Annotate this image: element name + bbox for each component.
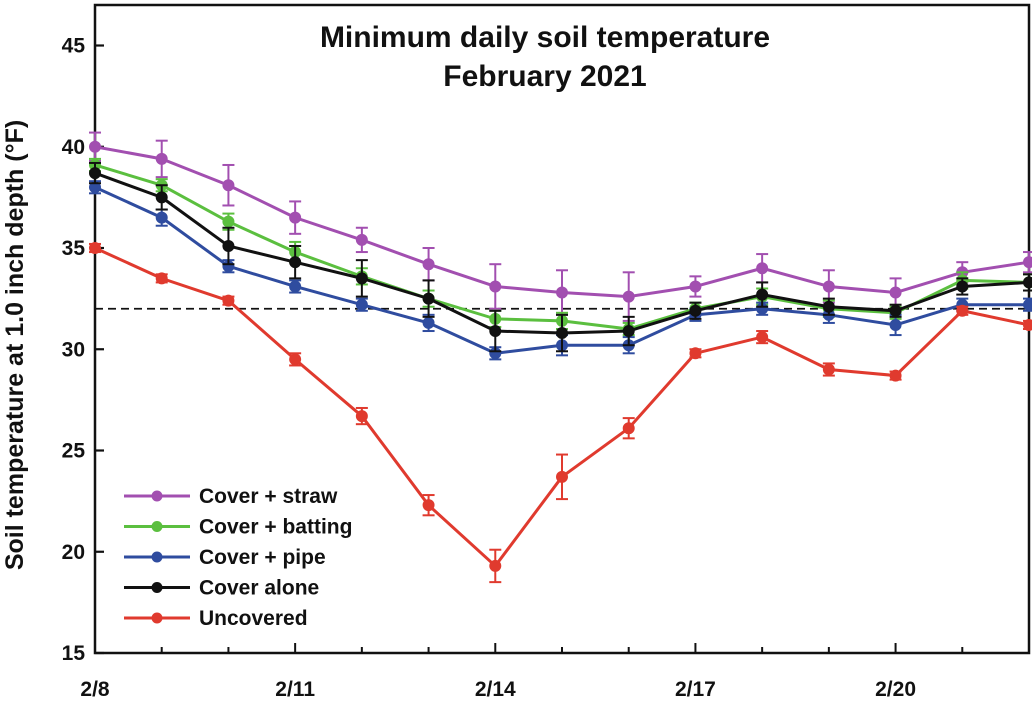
- data-point: [155, 152, 168, 165]
- y-axis-ticks: 15 20 25 30 35 40 45: [62, 35, 104, 665]
- y-tick-label: 35: [62, 237, 86, 260]
- data-point: [89, 242, 101, 254]
- legend-swatch-marker: [151, 551, 163, 563]
- legend-item: Cover + straw: [124, 485, 338, 508]
- data-point: [155, 272, 168, 285]
- data-point: [489, 559, 502, 572]
- data-point: [689, 280, 702, 293]
- x-tick-label: 2/20: [875, 678, 916, 701]
- y-tick-label: 15: [62, 642, 86, 665]
- data-point: [355, 298, 368, 311]
- data-point: [889, 286, 902, 299]
- series-cover-alone: [89, 161, 1032, 353]
- data-point: [889, 304, 902, 317]
- data-point: [822, 363, 835, 376]
- legend-item: Cover alone: [124, 577, 319, 600]
- data-point: [622, 422, 635, 435]
- y-axis-title: Soil temperature at 1.0 inch depth (°F): [1, 120, 29, 570]
- data-point: [1023, 318, 1032, 331]
- legend-label: Uncovered: [199, 607, 308, 630]
- legend-item: Uncovered: [124, 607, 308, 630]
- data-point: [489, 325, 502, 338]
- data-point: [422, 316, 435, 329]
- data-point: [889, 369, 902, 382]
- data-point: [422, 499, 435, 512]
- legend: Cover + straw Cover + batting Cover + pipe…: [124, 485, 352, 630]
- legend-swatch-marker: [151, 582, 163, 593]
- data-point: [1023, 298, 1032, 311]
- data-point: [622, 325, 635, 338]
- data-point: [756, 331, 769, 344]
- data-point: [822, 300, 835, 313]
- x-tick-label: 2/17: [675, 678, 716, 701]
- legend-swatch-marker: [151, 612, 163, 624]
- data-point: [956, 304, 969, 317]
- x-tick-label: 2/8: [80, 678, 110, 701]
- data-point: [289, 256, 302, 269]
- data-point: [355, 272, 368, 285]
- data-point: [889, 318, 902, 331]
- series-uncovered: [89, 242, 1032, 584]
- data-point: [222, 215, 235, 228]
- legend-label: Cover + batting: [199, 516, 352, 539]
- data-point: [756, 288, 769, 301]
- data-point: [89, 167, 101, 180]
- data-point: [155, 191, 168, 204]
- data-point: [822, 280, 835, 293]
- data-point: [956, 280, 969, 293]
- data-point: [556, 470, 568, 483]
- x-tick-label: 2/14: [475, 678, 516, 701]
- y-tick-label: 25: [62, 440, 86, 463]
- data-point: [289, 211, 302, 224]
- chart-title: Minimum daily soil temperature: [320, 21, 770, 54]
- legend-swatch-marker: [151, 521, 163, 532]
- legend-swatch-marker: [151, 490, 163, 502]
- data-point: [355, 410, 368, 423]
- data-point: [422, 258, 435, 271]
- data-point: [556, 327, 568, 340]
- data-point: [556, 286, 568, 299]
- chart-subtitle: February 2021: [443, 60, 646, 93]
- legend-label: Cover + pipe: [199, 546, 326, 569]
- data-point: [222, 294, 235, 307]
- y-tick-label: 30: [62, 338, 85, 361]
- legend-item: Cover + pipe: [124, 546, 326, 569]
- legend-item: Cover + batting: [124, 516, 352, 539]
- data-point: [289, 280, 302, 293]
- legend-label: Cover + straw: [199, 485, 338, 508]
- y-tick-label: 45: [62, 35, 86, 58]
- data-point: [689, 347, 702, 360]
- data-point: [689, 304, 702, 317]
- series-layer: [89, 131, 1032, 584]
- data-point: [622, 290, 635, 303]
- x-axis-ticks: 2/8 2/11 2/14 2/17 2/20: [80, 643, 1030, 701]
- legend-label: Cover alone: [199, 577, 319, 600]
- data-point: [489, 280, 502, 293]
- data-point: [155, 211, 168, 224]
- data-point: [1023, 276, 1032, 289]
- data-point: [1023, 256, 1032, 269]
- data-point: [756, 262, 769, 275]
- data-point: [222, 179, 235, 192]
- y-tick-label: 20: [62, 541, 85, 564]
- data-point: [289, 353, 302, 366]
- y-tick-label: 40: [62, 136, 85, 159]
- series-cover-straw: [89, 131, 1032, 322]
- x-tick-label: 2/11: [275, 678, 315, 701]
- data-point: [355, 233, 368, 246]
- data-point: [422, 292, 435, 305]
- data-point: [89, 140, 101, 153]
- data-point: [222, 239, 235, 252]
